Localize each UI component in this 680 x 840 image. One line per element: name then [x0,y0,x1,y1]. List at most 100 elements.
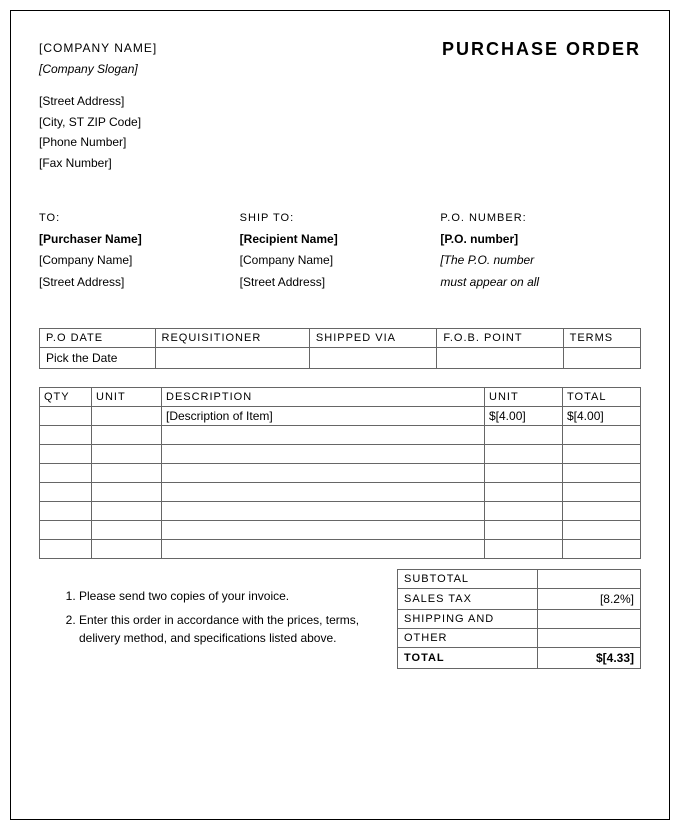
shipping-label: SHIPPING AND [398,609,538,628]
item-qty[interactable] [40,520,92,539]
item-unit[interactable] [92,482,162,501]
meta-h-ship: SHIPPED VIA [309,328,436,347]
item-unit-price[interactable] [485,425,563,444]
tax-row: SALES TAX [8.2%] [398,588,641,609]
meta-req[interactable] [155,347,309,368]
bottom-row: Please send two copies of your invoice. … [39,569,641,669]
item-unit[interactable] [92,406,162,425]
purchaser-name: [Purchaser Name] [39,229,240,251]
purchaser-company: [Company Name] [39,250,240,272]
items-h-unit: UNIT [92,387,162,406]
subtotal-row: SUBTOTAL [398,569,641,588]
ship-to-label: SHIP TO: [240,209,441,229]
item-desc[interactable] [162,539,485,558]
items-h-unitprice: UNIT [485,387,563,406]
meta-fob[interactable] [437,347,563,368]
item-desc[interactable] [162,444,485,463]
meta-table: P.O DATE REQUISITIONER SHIPPED VIA F.O.B… [39,328,641,369]
totals-block: SUBTOTAL SALES TAX [8.2%] SHIPPING AND O… [397,569,641,669]
purchase-order-page: [COMPANY NAME] [Company Slogan] [Street … [10,10,670,820]
totals-table: SUBTOTAL SALES TAX [8.2%] SHIPPING AND O… [397,569,641,669]
item-unit-price[interactable] [485,463,563,482]
item-total[interactable] [563,482,641,501]
company-fax: [Fax Number] [39,153,157,173]
subtotal-label: SUBTOTAL [398,569,538,588]
meta-data-row: Pick the Date [40,347,641,368]
parties-row: TO: [Purchaser Name] [Company Name] [Str… [39,209,641,294]
items-h-total: TOTAL [563,387,641,406]
item-desc[interactable] [162,482,485,501]
item-qty[interactable] [40,444,92,463]
item-desc[interactable]: [Description of Item] [162,406,485,425]
meta-ship[interactable] [309,347,436,368]
item-desc[interactable] [162,501,485,520]
item-total[interactable] [563,539,641,558]
other-value [538,628,641,647]
item-unit-price[interactable]: $[4.00] [485,406,563,425]
item-total[interactable] [563,444,641,463]
item-unit[interactable] [92,520,162,539]
meta-terms[interactable] [563,347,640,368]
shipping-value [538,609,641,628]
company-city-zip: [City, ST ZIP Code] [39,112,157,132]
meta-h-terms: TERMS [563,328,640,347]
item-unit-price[interactable] [485,520,563,539]
tax-label: SALES TAX [398,588,538,609]
item-unit-price[interactable] [485,501,563,520]
shipping-row: SHIPPING AND [398,609,641,628]
item-row [40,463,641,482]
items-header-row: QTY UNIT DESCRIPTION UNIT TOTAL [40,387,641,406]
total-row: TOTAL $[4.33] [398,647,641,668]
recipient-company: [Company Name] [240,250,441,272]
item-desc[interactable] [162,520,485,539]
meta-h-fob: F.O.B. POINT [437,328,563,347]
other-label: OTHER [398,628,538,647]
item-total[interactable] [563,520,641,539]
other-row: OTHER [398,628,641,647]
po-number-value: [P.O. number] [440,229,641,251]
to-block: TO: [Purchaser Name] [Company Name] [Str… [39,209,240,294]
item-qty[interactable] [40,463,92,482]
item-row: [Description of Item]$[4.00]$[4.00] [40,406,641,425]
total-value: $[4.33] [538,647,641,668]
meta-h-req: REQUISITIONER [155,328,309,347]
recipient-street: [Street Address] [240,272,441,294]
item-unit[interactable] [92,501,162,520]
item-qty[interactable] [40,501,92,520]
company-slogan: [Company Slogan] [39,60,157,79]
item-total[interactable] [563,501,641,520]
item-row [40,539,641,558]
po-number-label: P.O. NUMBER: [440,209,641,229]
item-unit-price[interactable] [485,539,563,558]
company-block: [COMPANY NAME] [Company Slogan] [Street … [39,39,157,173]
item-unit[interactable] [92,463,162,482]
company-address: [Street Address] [City, ST ZIP Code] [Ph… [39,91,157,173]
item-row [40,444,641,463]
note-2: Enter this order in accordance with the … [79,611,381,647]
item-unit[interactable] [92,425,162,444]
header: [COMPANY NAME] [Company Slogan] [Street … [39,39,641,173]
item-total[interactable] [563,463,641,482]
item-unit-price[interactable] [485,482,563,501]
item-total[interactable]: $[4.00] [563,406,641,425]
item-total[interactable] [563,425,641,444]
item-desc[interactable] [162,463,485,482]
company-street: [Street Address] [39,91,157,111]
recipient-name: [Recipient Name] [240,229,441,251]
item-unit[interactable] [92,444,162,463]
items-h-qty: QTY [40,387,92,406]
notes-block: Please send two copies of your invoice. … [39,569,381,669]
po-note-line1: [The P.O. number [440,250,641,272]
item-unit[interactable] [92,539,162,558]
document-title: PURCHASE ORDER [442,39,641,60]
meta-date[interactable]: Pick the Date [40,347,156,368]
item-unit-price[interactable] [485,444,563,463]
meta-h-date: P.O DATE [40,328,156,347]
item-desc[interactable] [162,425,485,444]
item-qty[interactable] [40,482,92,501]
po-number-block: P.O. NUMBER: [P.O. number] [The P.O. num… [440,209,641,294]
items-h-desc: DESCRIPTION [162,387,485,406]
item-qty[interactable] [40,425,92,444]
item-qty[interactable] [40,539,92,558]
item-qty[interactable] [40,406,92,425]
